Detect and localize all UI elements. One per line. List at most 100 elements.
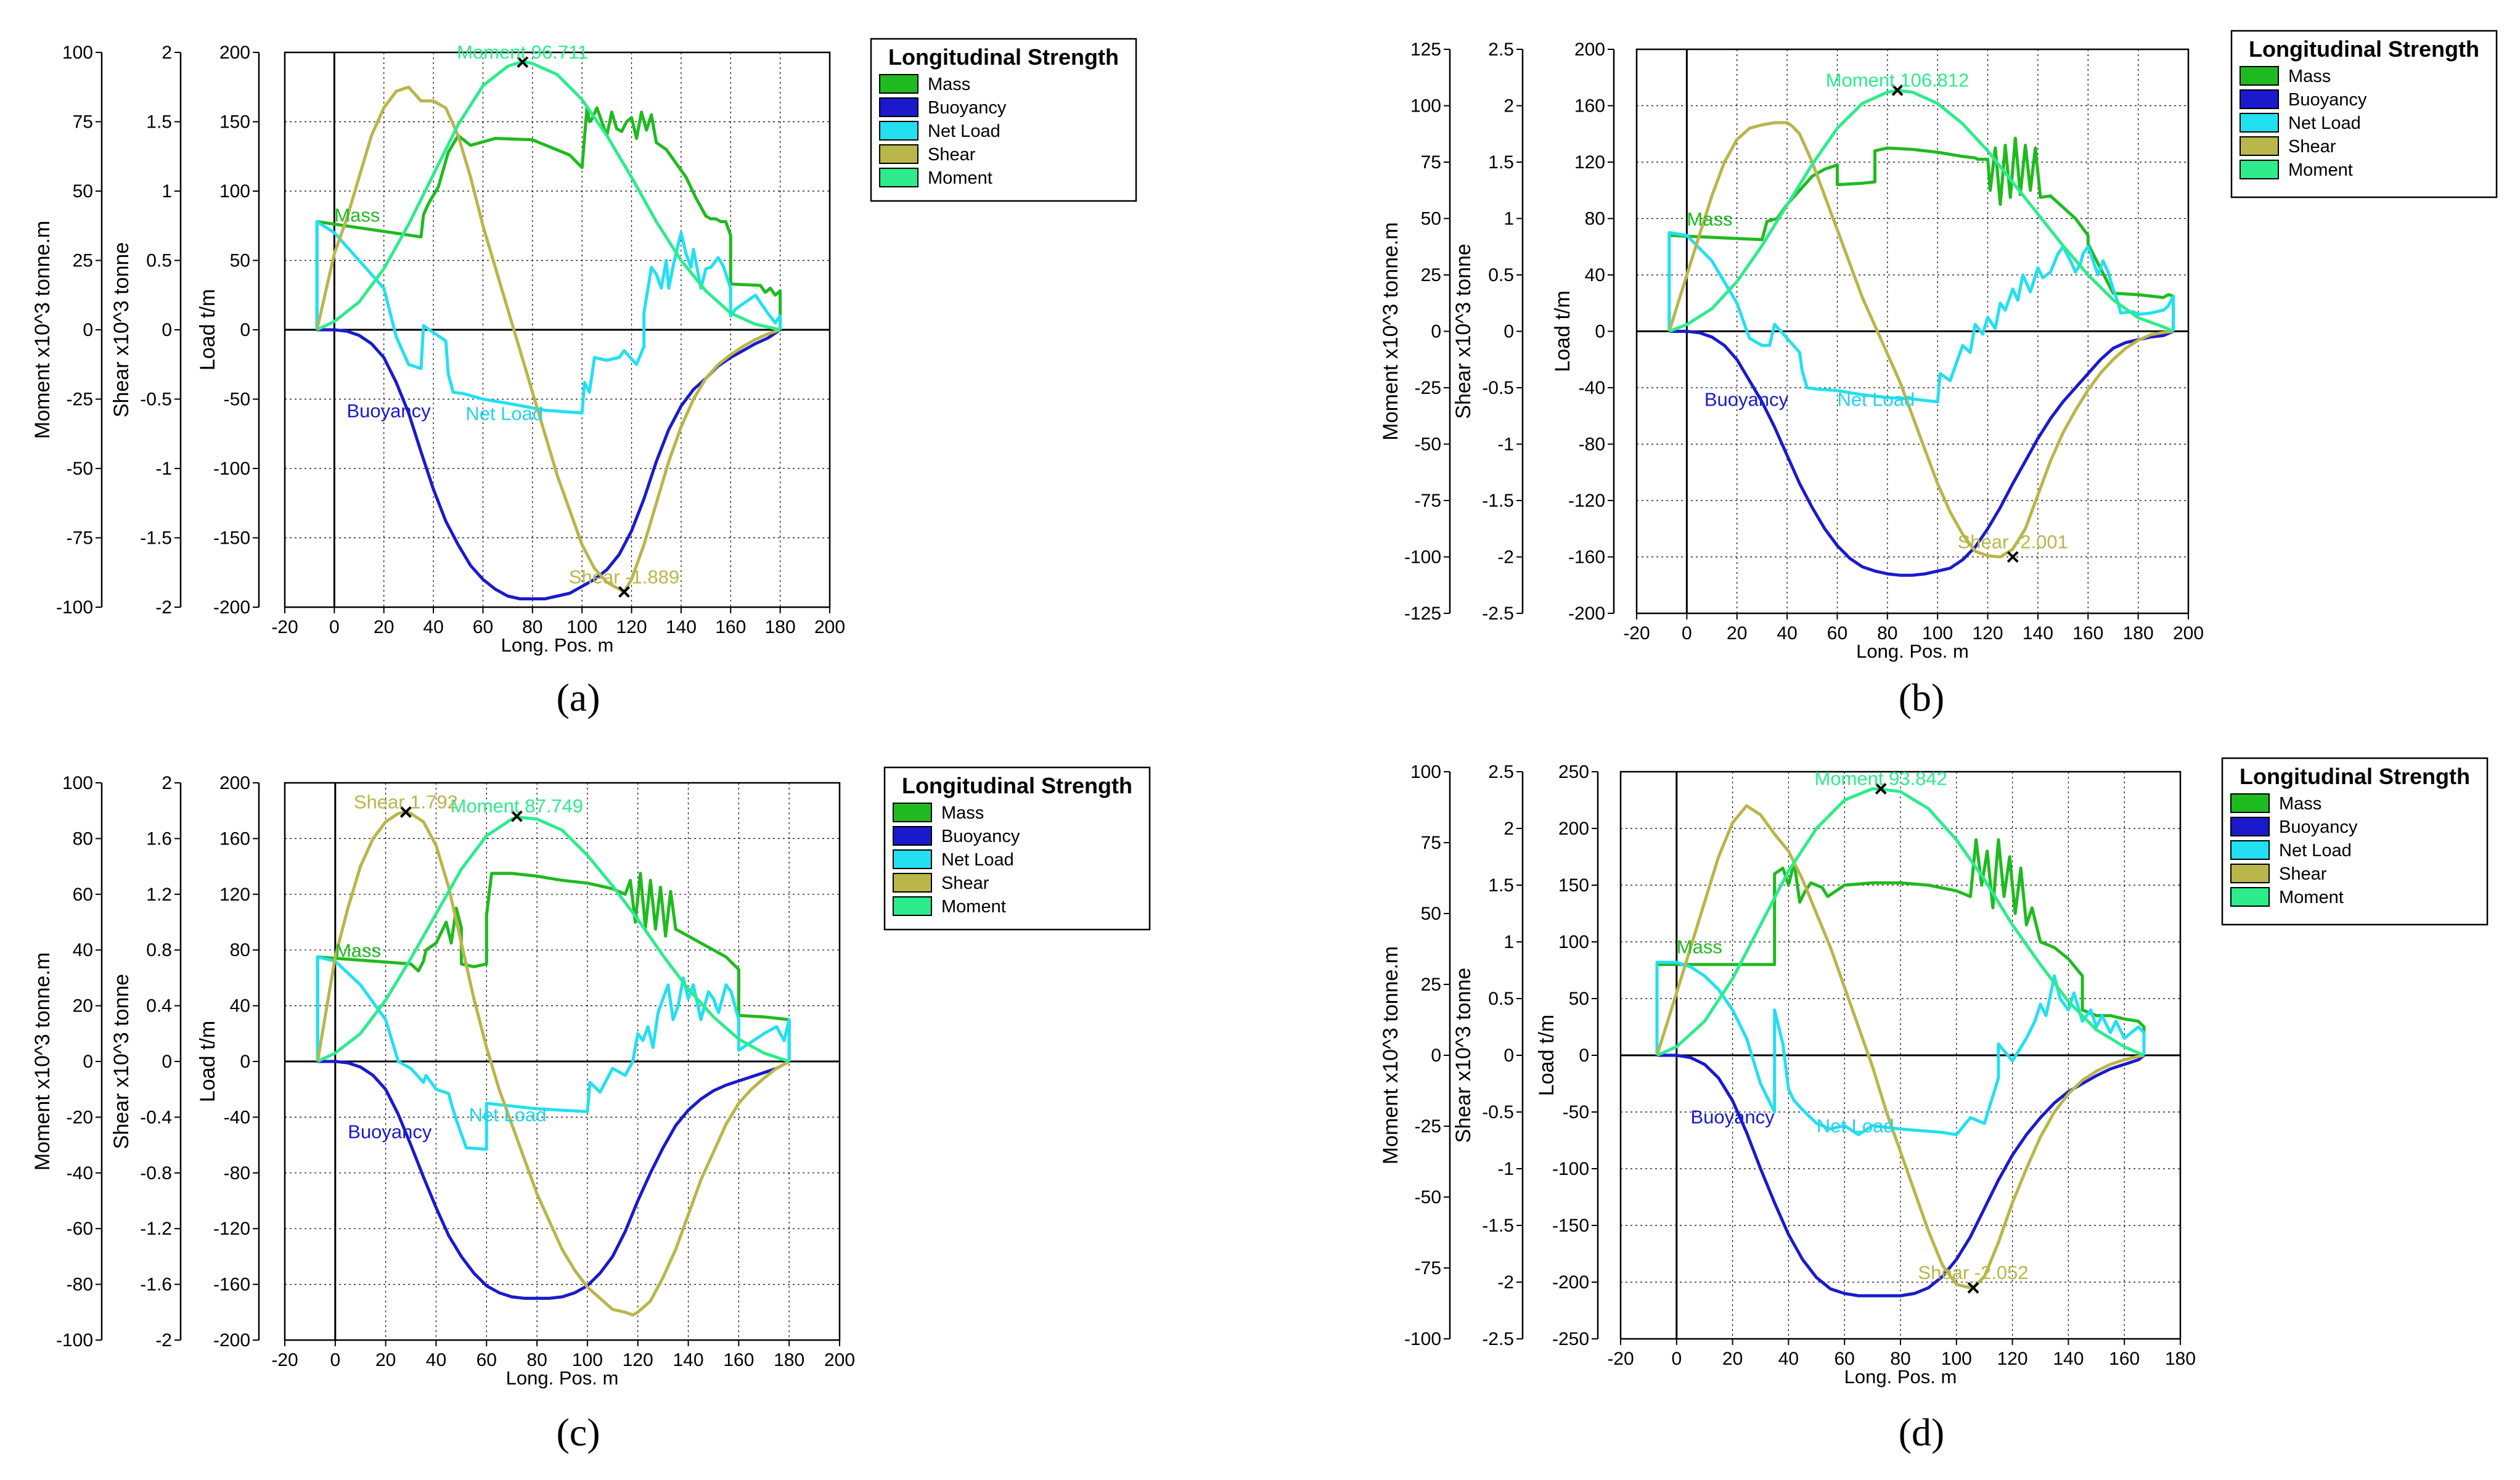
y-tick-label: 60	[73, 885, 93, 905]
y-tick-label: -2	[1497, 547, 1514, 568]
y-tick-label: 2	[162, 43, 172, 63]
y-tick-label: 50	[1421, 904, 1441, 924]
x-tick-label: 20	[374, 617, 394, 637]
y-tick-label: -125	[1404, 603, 1441, 624]
y-tick-label: -0.8	[140, 1163, 172, 1184]
x-tick-label: 200	[814, 617, 845, 637]
y-tick-label: -2.5	[1482, 1329, 1514, 1349]
y-tick-label: -100	[213, 459, 250, 479]
legend-label-shear: Shear	[941, 873, 989, 893]
x-tick-label: 60	[1827, 623, 1847, 644]
x-tick-label: -20	[1607, 1349, 1634, 1369]
y-tick-label: -80	[67, 1275, 93, 1295]
y-tick-label: -120	[213, 1219, 250, 1239]
y-tick-label: -40	[1579, 378, 1605, 398]
legend-swatch-net-load	[2230, 840, 2270, 860]
series-line-buoyancy	[317, 1060, 790, 1300]
y-tick-label: 0	[240, 320, 250, 340]
y-tick-label: 25	[1421, 975, 1441, 995]
peak-annotation-moment: Moment 93.842	[1815, 768, 1947, 790]
y-tick-label: -25	[1415, 1116, 1441, 1137]
y-tick-label: 50	[73, 181, 93, 202]
x-tick-label: 0	[1671, 1349, 1682, 1369]
legend-swatch-mass	[893, 803, 932, 822]
y-tick-label: 1	[1503, 209, 1514, 229]
y-tick-label: -0.5	[1482, 1102, 1514, 1122]
y-tick-label: -50	[1563, 1102, 1589, 1122]
peak-marker	[618, 586, 630, 598]
series-annotation-net-load: Net Load	[465, 403, 543, 424]
x-tick-label: 120	[616, 617, 647, 637]
legend-title: Longitudinal Strength	[2249, 36, 2479, 62]
y-tick-label: 100	[1410, 96, 1441, 117]
y-tick-label: 0.5	[1488, 989, 1514, 1009]
y-tick-label: -0.5	[140, 390, 172, 410]
legend-label-net-load: Net Load	[2279, 841, 2352, 861]
x-tick-label: 0	[1682, 623, 1692, 644]
y-tick-label: 1	[1503, 932, 1514, 952]
y-tick-label: -75	[1415, 491, 1441, 511]
x-tick-label: 0	[330, 1350, 340, 1370]
x-tick-label: 160	[723, 1350, 754, 1370]
panel-label: (a)	[556, 676, 600, 719]
series-line-shear	[316, 811, 790, 1317]
series-line-net-load	[315, 220, 782, 415]
series-annotation-buoyancy: Buoyancy	[346, 400, 431, 422]
y-tick-label: 2	[1503, 819, 1514, 839]
y-tick-label: 100	[62, 773, 93, 793]
x-tick-label: 40	[426, 1350, 446, 1370]
x-tick-label: 140	[2053, 1349, 2084, 1369]
y-axis-label: Moment x10^3 tonne.m	[31, 221, 54, 439]
series-annotation-buoyancy: Buoyancy	[1691, 1106, 1775, 1127]
legend-swatch-shear	[879, 144, 918, 164]
legend-swatch-buoyancy	[893, 826, 932, 846]
y-tick-label: 1.5	[1488, 875, 1514, 896]
y-tick-label: -1.5	[1482, 1216, 1514, 1236]
y-tick-label: 1.5	[146, 112, 172, 133]
x-tick-label: 80	[1877, 623, 1897, 644]
series-line-mass	[1667, 136, 2175, 332]
y-tick-label: 0.8	[146, 940, 172, 960]
y-tick-label: -0.5	[1482, 378, 1514, 398]
y-tick-label: 25	[1421, 265, 1441, 285]
y-tick-label: 0.5	[146, 251, 172, 271]
y-axis-label: Moment x10^3 tonne.m	[31, 952, 54, 1171]
y-tick-label: -1.5	[1482, 491, 1514, 511]
legend-label-buoyancy: Buoyancy	[2288, 90, 2367, 110]
y-tick-label: -50	[224, 390, 250, 410]
x-tick-label: 60	[1835, 1349, 1855, 1369]
series-line-buoyancy	[1669, 330, 2174, 577]
x-tick-label: 180	[765, 617, 796, 637]
legend: Longitudinal Strength Mass Buoyancy Net Loa…	[883, 766, 1151, 931]
x-tick-label: 140	[666, 617, 697, 637]
y-tick-label: -60	[67, 1219, 93, 1239]
legend-label-moment: Moment	[2288, 160, 2353, 180]
y-tick-label: 40	[1585, 265, 1605, 285]
peak-marker	[1875, 783, 1887, 795]
series-line-moment	[316, 60, 781, 332]
y-tick-label: 0.5	[1488, 265, 1514, 285]
series-line-moment	[1668, 89, 2174, 333]
y-tick-label: 150	[1558, 875, 1589, 896]
y-axis-label: Shear x10^3 tonne	[110, 974, 133, 1149]
y-tick-label: 1.5	[1488, 152, 1514, 173]
y-tick-label: 0.4	[146, 996, 172, 1016]
y-tick-label: 120	[219, 885, 250, 905]
y-axis-label: Load t/m	[1551, 290, 1574, 372]
x-axis-label: Long. Pos. m	[1856, 640, 1969, 662]
x-tick-label: 140	[2023, 623, 2053, 644]
y-tick-label: 200	[1574, 39, 1605, 60]
x-tick-label: 180	[2165, 1349, 2196, 1369]
legend-label-moment: Moment	[941, 897, 1006, 917]
y-tick-label: -2	[1497, 1272, 1514, 1293]
peak-marker	[2007, 551, 2019, 563]
peak-marker	[517, 56, 529, 68]
peak-annotation-shear: Shear -2.001	[1958, 531, 2068, 553]
y-tick-label: 75	[1421, 152, 1441, 173]
legend-label-buoyancy: Buoyancy	[928, 98, 1007, 118]
series-annotation-net-load: Net Load	[1817, 1115, 1894, 1137]
x-tick-label: 80	[522, 617, 542, 637]
